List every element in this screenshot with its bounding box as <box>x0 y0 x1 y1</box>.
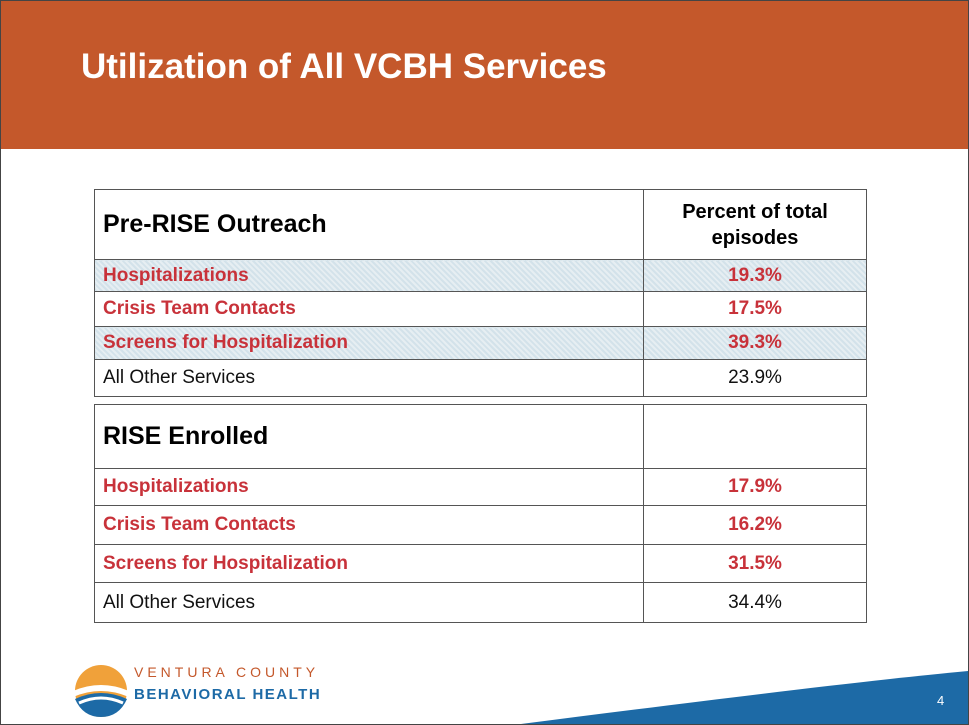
row-value: 19.3% <box>643 259 867 292</box>
table-heading: RISE Enrolled <box>94 404 644 469</box>
pre-rise-table: Pre-RISE Outreach Percent of total episod… <box>94 189 867 397</box>
logo-wave <box>78 696 124 705</box>
page-number: 4 <box>937 693 945 708</box>
row-value: 39.3% <box>643 326 867 360</box>
row-label: All Other Services <box>94 582 644 623</box>
rise-enrolled-table: RISE Enrolled Hospitalizations 17.9% Cris… <box>94 404 867 623</box>
title-banner <box>1 1 968 149</box>
logo-text: BEHAVIORAL HEALTH <box>134 686 322 703</box>
row-value: 17.9% <box>643 468 867 506</box>
logo-text: VENTURA COUNTY <box>134 664 320 680</box>
row-label: Screens for Hospitalization <box>94 544 644 583</box>
footer-graphics <box>73 665 968 724</box>
row-label: Hospitalizations <box>94 468 644 506</box>
table-heading: Pre-RISE Outreach <box>94 189 644 260</box>
slide-title: Utilization of All VCBH Services <box>81 47 607 86</box>
row-label: All Other Services <box>94 359 644 397</box>
row-label: Crisis Team Contacts <box>94 291 644 327</box>
column-header: Percent of total episodes <box>643 189 867 260</box>
row-value: 31.5% <box>643 544 867 583</box>
row-label: Crisis Team Contacts <box>94 505 644 545</box>
row-value: 23.9% <box>643 359 867 397</box>
empty-cell <box>643 404 867 469</box>
row-label: Hospitalizations <box>94 259 644 292</box>
logo-wave <box>73 685 129 697</box>
row-value: 17.5% <box>643 291 867 327</box>
row-value: 16.2% <box>643 505 867 545</box>
row-value: 34.4% <box>643 582 867 623</box>
footer-swoosh <box>521 671 968 724</box>
row-label: Screens for Hospitalization <box>94 326 644 360</box>
